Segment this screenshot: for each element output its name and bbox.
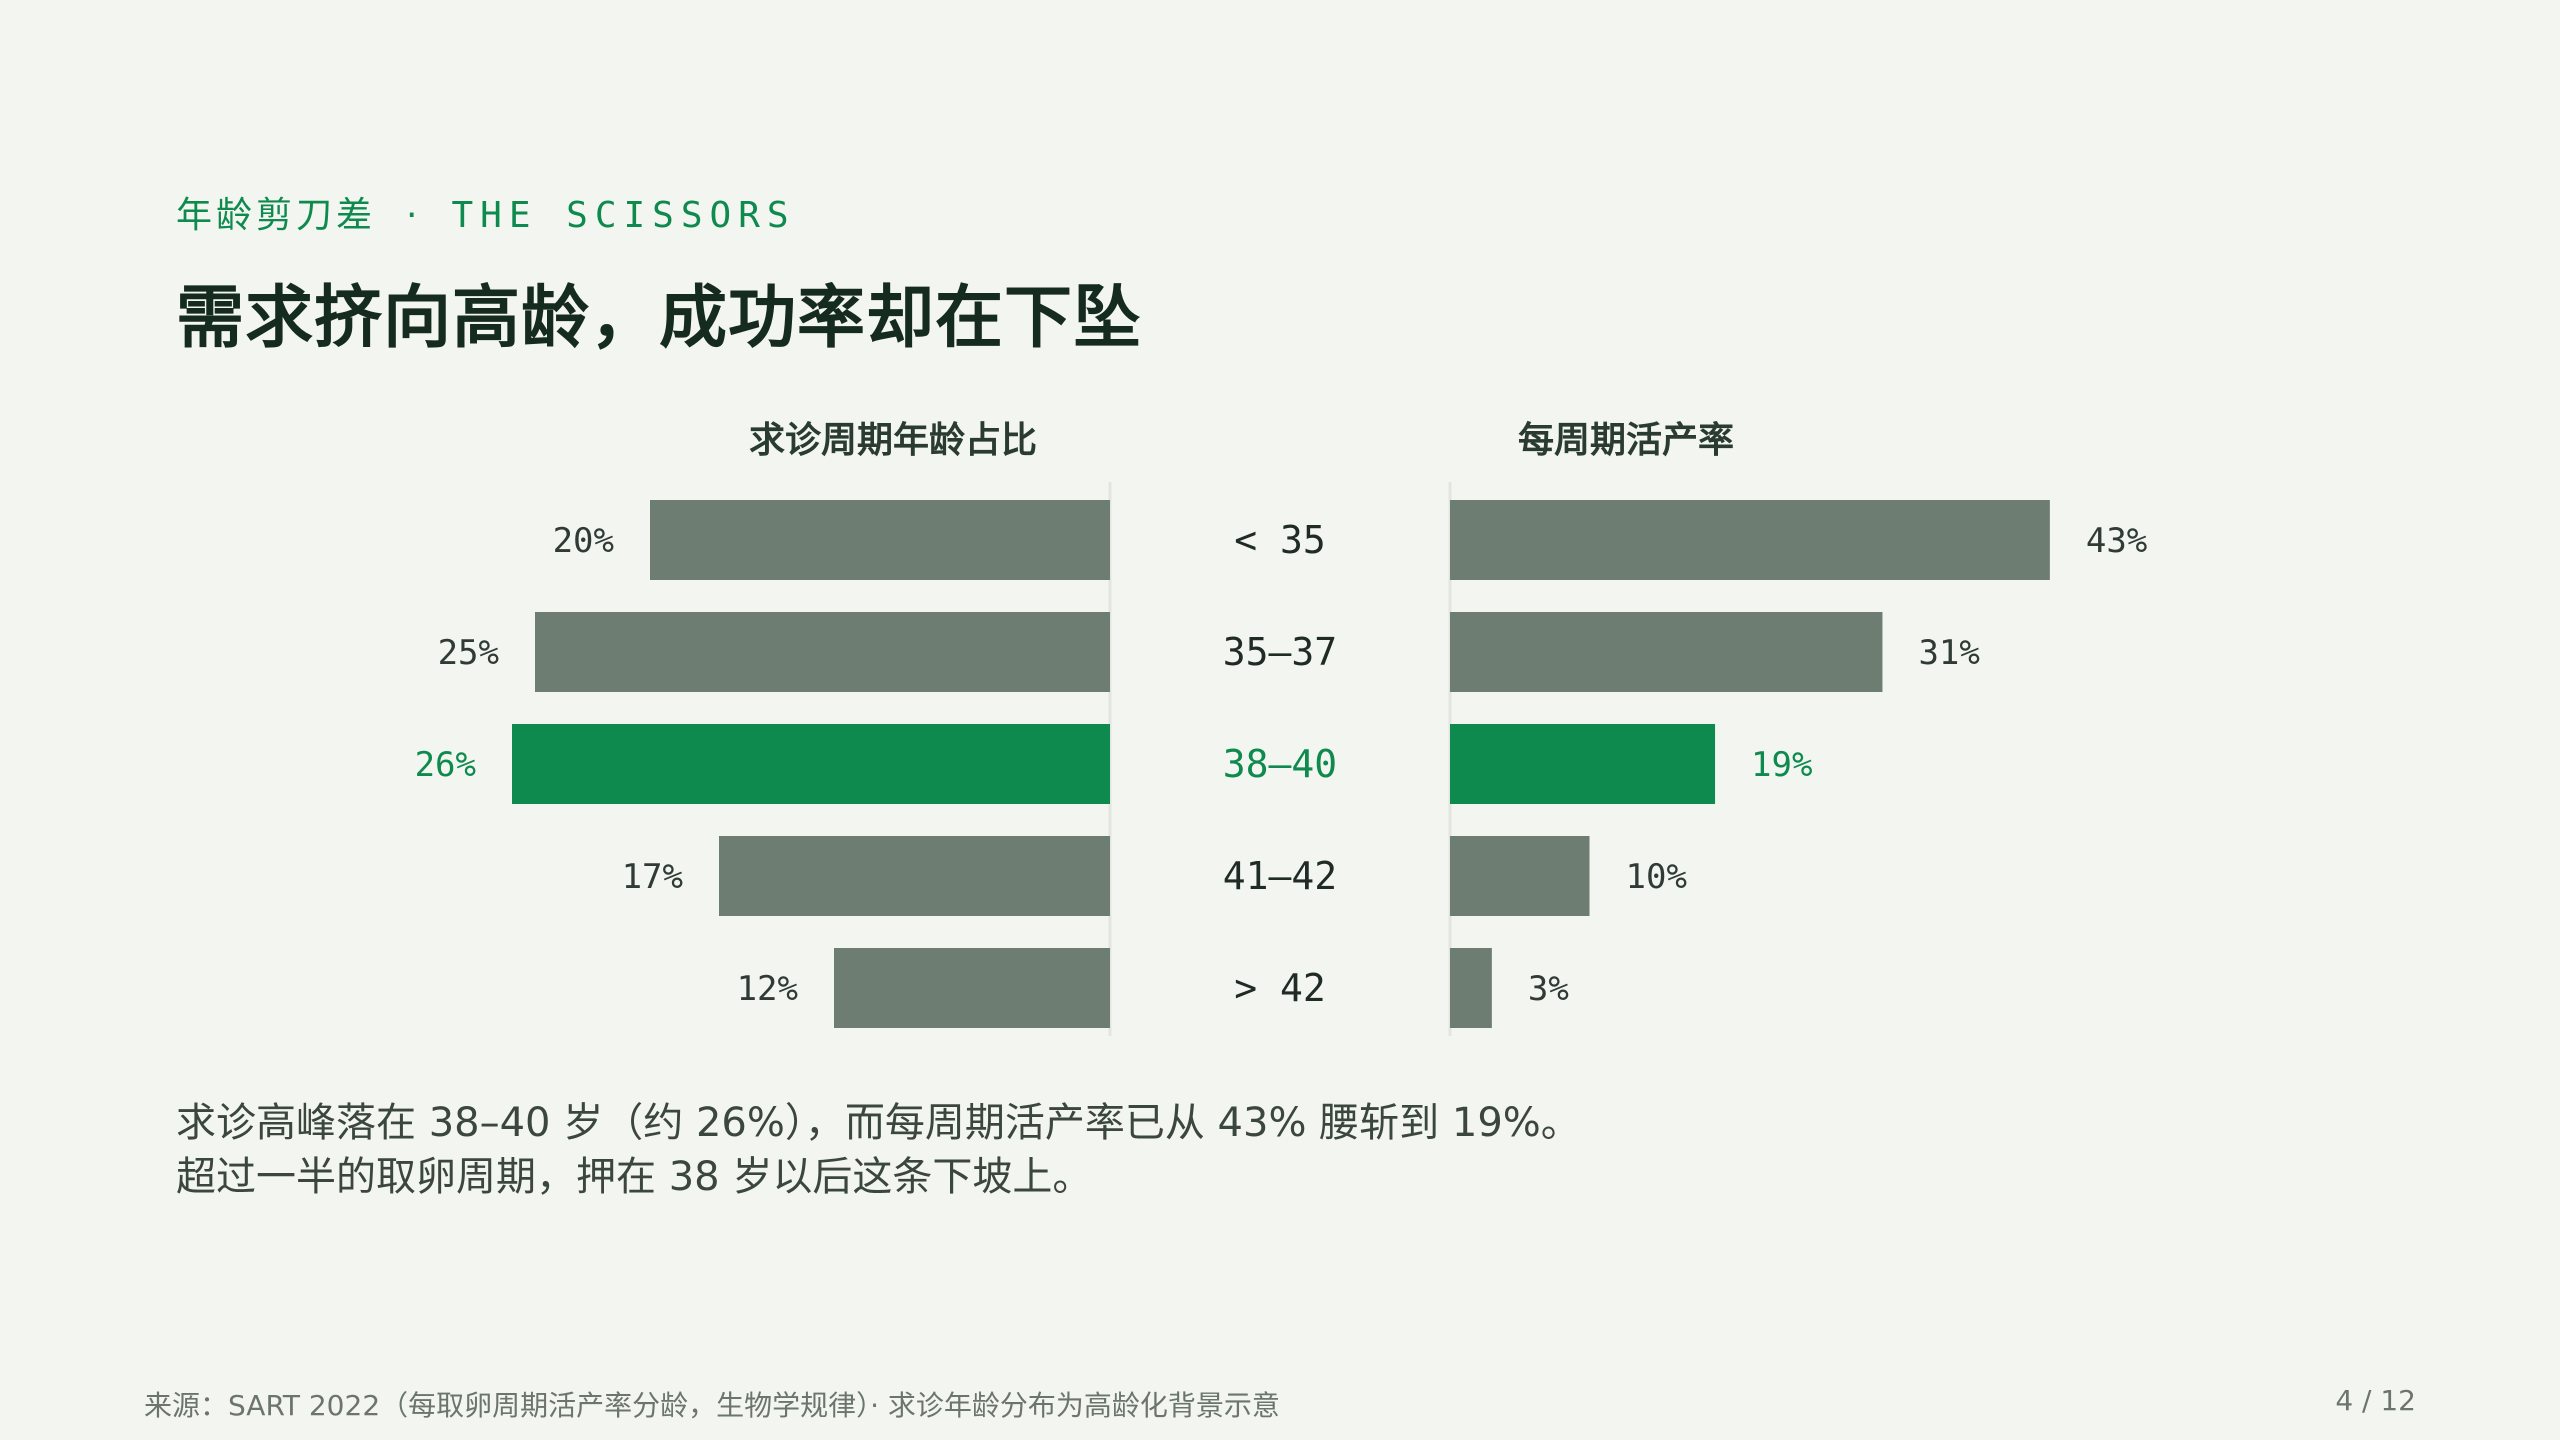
section-eyebrow: 年龄剪刀差 · THE SCISSORS [176, 186, 796, 238]
takeaway-text: 求诊高峰落在 38–40 岁（约 26%），而每周期活产率已从 43% 腰斩到 … [176, 1096, 1581, 1204]
takeaway-line-2: 超过一半的取卵周期，押在 38 岁以后这条下坡上。 [176, 1154, 1093, 1200]
category-label-38-40: 38–40 [1223, 742, 1337, 786]
right-bar-41-42 [1450, 836, 1590, 916]
category-label-35: < 35 [1234, 518, 1326, 562]
eyebrow-separator: · [406, 195, 422, 236]
source-note: 来源：SART 2022（每取卵周期活产率分龄，生物学规律）· 求诊年龄分布为高… [144, 1389, 1280, 1422]
right-bar-42 [1450, 948, 1492, 1028]
left-bar-35 [650, 500, 1110, 580]
right-value-label-35: 43% [2086, 521, 2147, 561]
page-title: 需求挤向高龄，成功率却在下坠 [176, 279, 1143, 358]
right-bar-35 [1450, 500, 2050, 580]
page-number: 4 / 12 [2335, 1384, 2416, 1417]
right-value-label-42: 3% [1528, 969, 1569, 1009]
left-bar-41-42 [719, 836, 1110, 916]
bar-group: 20% < 35 43% 25% 35–37 31% 26% 38–40 19% 17% 41–42… [415, 500, 2147, 1028]
left-value-label-35-37: 25% [438, 633, 499, 673]
eyebrow-chinese: 年龄剪刀差 [176, 195, 377, 236]
category-label-42: > 42 [1234, 966, 1326, 1010]
left-bar-42 [834, 948, 1110, 1028]
category-label-41-42: 41–42 [1223, 854, 1337, 898]
right-bar-35-37 [1450, 612, 1883, 692]
eyebrow-english: THE SCISSORS [451, 195, 796, 236]
left-bar-35-37 [535, 612, 1110, 692]
left-bar-38-40 [512, 724, 1110, 804]
right-value-label-38-40: 19% [1751, 745, 1812, 785]
left-value-label-35: 20% [553, 521, 614, 561]
takeaway-line-1: 求诊高峰落在 38–40 岁（约 26%），而每周期活产率已从 43% 腰斩到 … [176, 1100, 1581, 1146]
category-label-35-37: 35–37 [1223, 630, 1337, 674]
left-value-label-42: 12% [737, 969, 798, 1009]
right-bar-38-40 [1450, 724, 1716, 804]
right-value-label-35-37: 31% [1918, 633, 1979, 673]
left-value-label-41-42: 17% [622, 857, 683, 897]
left-series-header: 求诊周期年龄占比 [749, 420, 1037, 461]
right-series-header: 每周期活产率 [1518, 420, 1734, 461]
left-value-label-38-40: 26% [415, 745, 476, 785]
right-value-label-41-42: 10% [1626, 857, 1687, 897]
